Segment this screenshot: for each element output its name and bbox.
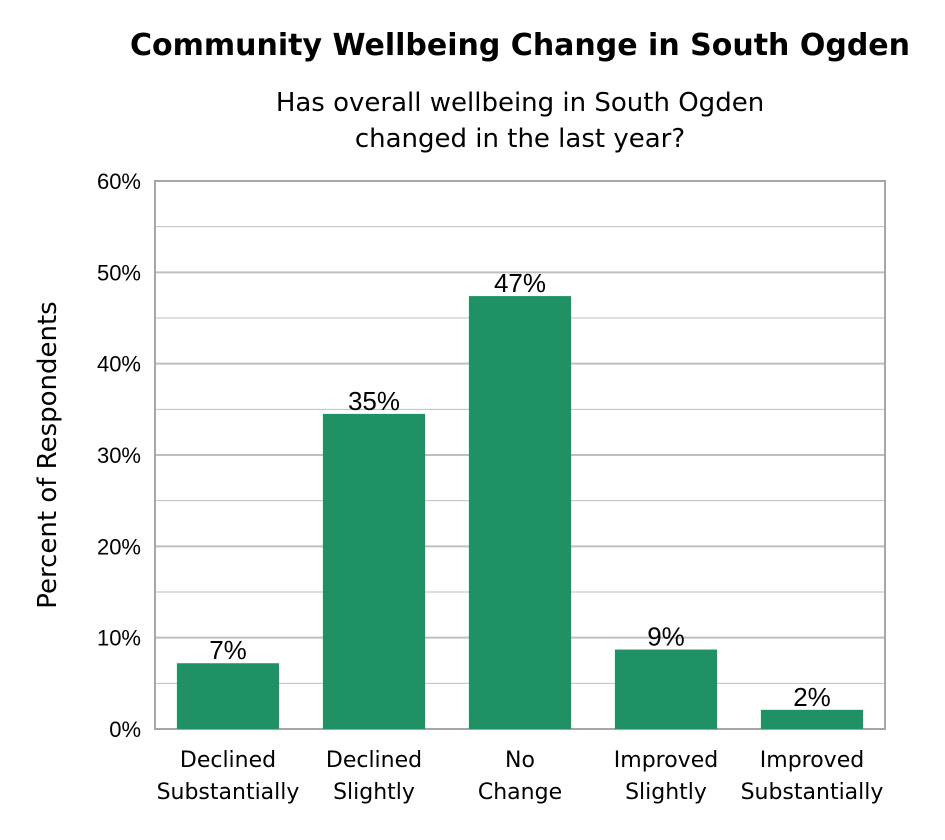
bars (176, 296, 864, 729)
x-category-label: Slightly (625, 780, 707, 805)
bar-value-label: 2% (793, 682, 831, 712)
x-category-label: Slightly (333, 780, 415, 805)
bar-value-label: 35% (348, 386, 400, 416)
bar (760, 709, 864, 729)
bar-value-label: 9% (647, 622, 685, 652)
y-tick-label: 0% (109, 717, 141, 742)
y-tick-label: 20% (97, 534, 141, 559)
chart-subtitle-line-2: changed in the last year? (354, 124, 686, 154)
y-tick-label: 40% (97, 352, 141, 377)
x-category-label: No (505, 748, 535, 773)
y-tick-label: 50% (97, 260, 141, 285)
bar-value-label: 7% (209, 635, 247, 665)
x-category-label: Improved (760, 748, 864, 773)
x-category-label: Substantially (157, 780, 300, 805)
x-category-label: Declined (180, 748, 276, 773)
labels: 0% 10% 20% 30% 40% 50% 60% 7% Declined Substantia… (97, 169, 883, 805)
bar-value-label: 47% (494, 268, 546, 298)
chart-subtitle-line-1: Has overall wellbeing in South Ogden (275, 88, 765, 118)
chart-title: Community Wellbeing Change in South Ogde… (130, 28, 910, 63)
x-category-label: Declined (326, 748, 422, 773)
x-category-label: Substantially (741, 780, 884, 805)
x-category-label: Change (478, 780, 562, 805)
bar (322, 413, 426, 729)
y-tick-label: 60% (97, 169, 141, 194)
bar (468, 296, 572, 729)
x-category-label: Improved (614, 748, 718, 773)
y-tick-label: 10% (97, 626, 141, 651)
bar (176, 663, 280, 729)
y-tick-label: 30% (97, 443, 141, 468)
bar (614, 649, 718, 729)
